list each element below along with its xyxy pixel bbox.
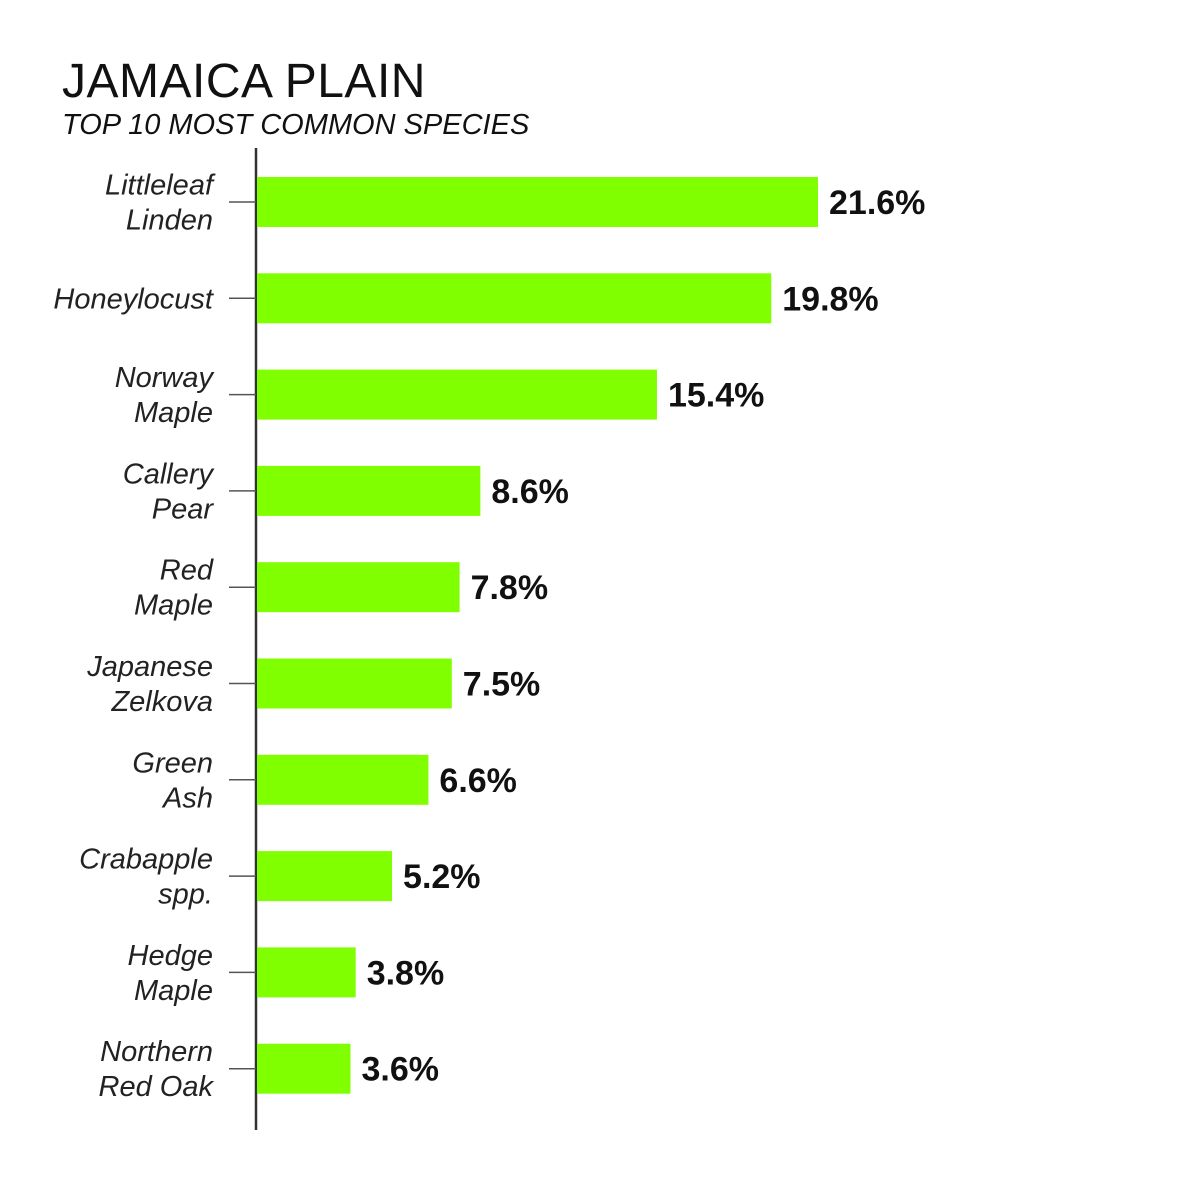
category-label: Japanese Zelkova [86,651,213,718]
bar-value-label: 5.2% [403,858,481,896]
category-label: Littleleaf Linden [105,170,216,237]
bar-value-label: 3.8% [367,954,445,992]
category-label: Green Ash [132,747,213,814]
category-label: Crabapple spp. [79,844,213,911]
bar [257,273,772,324]
category-label: Callery Pear [123,458,215,525]
bar-value-label: 19.8% [782,280,878,318]
bar [257,465,481,516]
bar-value-label: 15.4% [668,377,764,415]
chart-subtitle: TOP 10 MOST COMMON SPECIES [62,109,530,141]
category-label: Honeylocust [53,283,215,315]
bar [257,658,452,709]
category-label: Norway Maple [115,362,215,429]
bar [257,562,460,613]
chart-title: JAMAICA PLAIN [62,55,426,108]
bar-value-label: 3.6% [362,1051,440,1089]
bar-value-label: 7.5% [463,666,540,704]
bar [257,851,393,902]
bar-value-label: 8.6% [491,473,568,511]
bar [257,177,818,227]
bar-value-label: 6.6% [439,762,516,800]
category-label: Hedge Maple [128,940,213,1007]
bar [257,369,657,420]
bar [257,1043,351,1094]
category-label: Northern Red Oak [99,1036,215,1103]
bar-value-label: 7.8% [471,569,549,607]
bar [257,947,356,998]
bar [257,754,429,805]
bar-value-label: 21.6% [829,184,925,222]
category-label: Red Maple [134,555,214,622]
